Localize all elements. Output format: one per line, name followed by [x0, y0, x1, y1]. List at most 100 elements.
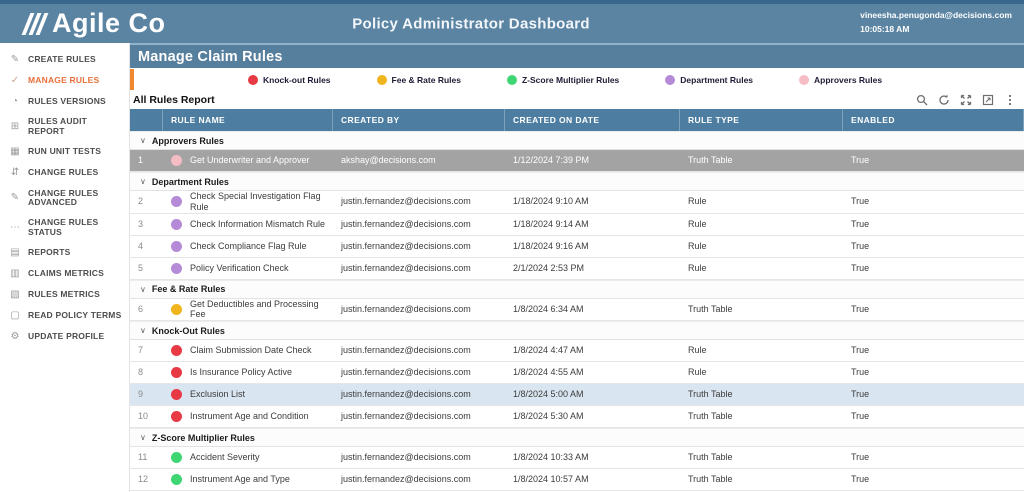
- column-header-created-on[interactable]: CREATED ON DATE: [505, 109, 680, 131]
- table-row[interactable]: 4 Check Compliance Flag Rule justin.fern…: [130, 235, 1024, 258]
- rule-name: Is Insurance Policy Active: [190, 367, 293, 378]
- sidebar-item-rules-audit-report[interactable]: ⊞ RULES AUDIT REPORT: [0, 112, 129, 142]
- page-title-bar: Manage Claim Rules: [130, 43, 1024, 68]
- created-on-date: 1/8/2024 5:00 AM: [513, 389, 584, 400]
- rule-category-dot-icon: [171, 411, 182, 423]
- table-row[interactable]: 7 Claim Submission Date Check justin.fer…: [130, 340, 1024, 363]
- refresh-icon[interactable]: [937, 94, 950, 107]
- created-on-date: 1/8/2024 10:33 AM: [513, 452, 589, 463]
- table-row[interactable]: 3 Check Information Mismatch Rule justin…: [130, 213, 1024, 236]
- rule-type: Truth Table: [688, 474, 733, 485]
- table-row[interactable]: 11 Accident Severity justin.fernandez@de…: [130, 447, 1024, 470]
- sidebar-item-label: RUN UNIT TESTS: [28, 146, 102, 157]
- enabled-value: True: [851, 155, 870, 166]
- legend-item[interactable]: Z-Score Multiplier Rules: [506, 74, 619, 85]
- rule-category-dot-icon: [171, 303, 182, 315]
- user-info: vineesha.penugonda@decisions.com 10:05:1…: [860, 10, 1012, 34]
- row-index: 5: [138, 262, 144, 273]
- rule-name: Check Compliance Flag Rule: [190, 240, 307, 251]
- sidebar-nav: ✎ CREATE RULES ✓ MANAGE RULES ◔ RULES VE…: [0, 43, 130, 492]
- sidebar-item-manage-rules[interactable]: ✓ MANAGE RULES: [0, 70, 129, 91]
- created-by: justin.fernandez@decisions.com: [341, 218, 471, 229]
- rule-name: Check Information Mismatch Rule: [190, 218, 326, 229]
- group-name: Department Rules: [151, 176, 229, 187]
- more-menu-icon[interactable]: [1003, 94, 1016, 107]
- created-on-date: 1/18/2024 9:14 AM: [513, 218, 589, 229]
- sidebar-item-change-rules-advanced[interactable]: ✎ CHANGE RULES ADVANCED: [0, 184, 129, 214]
- table-row[interactable]: 1 Get Underwriter and Approver akshay@de…: [130, 150, 1024, 172]
- column-header-rule-type[interactable]: RULE TYPE: [680, 109, 843, 131]
- row-index: 6: [138, 303, 144, 314]
- sidebar-item-update-profile[interactable]: ⚙ UPDATE PROFILE: [0, 327, 129, 348]
- created-on-date: 2/1/2024 2:53 PM: [513, 262, 585, 273]
- chevron-down-icon: ∨: [140, 433, 146, 443]
- column-header-created-by[interactable]: CREATED BY: [333, 109, 505, 131]
- sidebar-item-create-rules[interactable]: ✎ CREATE RULES: [0, 49, 129, 70]
- created-by: justin.fernandez@decisions.com: [341, 474, 471, 485]
- legend-label: Knock-out Rules: [263, 74, 331, 85]
- rule-type: Truth Table: [688, 452, 733, 463]
- export-icon[interactable]: [981, 94, 994, 107]
- legend-item[interactable]: Knock-out Rules: [248, 74, 331, 85]
- column-header-rule-name[interactable]: RULE NAME: [163, 109, 333, 131]
- legend-item[interactable]: Fee & Rate Rules: [376, 74, 461, 85]
- sidebar-item-claims-metrics[interactable]: ▥ CLAIMS METRICS: [0, 264, 129, 285]
- rule-name: Exclusion List: [190, 389, 246, 400]
- legend-label: Department Rules: [680, 74, 754, 85]
- rule-category-dot-icon: [171, 262, 182, 274]
- rule-name: Instrument Age and Type: [190, 474, 290, 485]
- legend-dot-icon: [665, 74, 676, 85]
- sidebar-item-change-rules-status[interactable]: ⋯ CHANGE RULES STATUS: [0, 213, 129, 243]
- table-row[interactable]: 6 Get Deductibles and Processing Fee jus…: [130, 298, 1024, 322]
- created-by: justin.fernandez@decisions.com: [341, 262, 471, 273]
- table-row[interactable]: 9 Exclusion List justin.fernandez@decisi…: [130, 384, 1024, 407]
- group-header-row[interactable]: ∨ Z-Score Multiplier Rules: [130, 428, 1024, 448]
- search-icon[interactable]: [915, 94, 928, 107]
- created-by: justin.fernandez@decisions.com: [341, 367, 471, 378]
- legend-label: Approvers Rules: [814, 74, 883, 85]
- created-by: justin.fernandez@decisions.com: [341, 303, 471, 314]
- sidebar-item-rules-metrics[interactable]: ▧ RULES METRICS: [0, 285, 129, 306]
- sidebar-item-rules-versions[interactable]: ◔ RULES VERSIONS: [0, 91, 129, 112]
- table-row[interactable]: 2 Check Special Investigation Flag Rule …: [130, 191, 1024, 214]
- group-header-row[interactable]: ∨ Fee & Rate Rules: [130, 279, 1024, 299]
- legend-dot-icon: [376, 74, 387, 85]
- row-index: 7: [138, 345, 144, 356]
- table-row[interactable]: 5 Policy Verification Check justin.ferna…: [130, 257, 1024, 280]
- created-by: akshay@decisions.com: [341, 155, 436, 166]
- sidebar-item-reports[interactable]: ▤ REPORTS: [0, 243, 129, 264]
- column-header-index[interactable]: [130, 109, 163, 131]
- sidebar-item-read-policy-terms[interactable]: ▢ READ POLICY TERMS: [0, 306, 129, 327]
- table-row[interactable]: 12 Instrument Age and Type justin.fernan…: [130, 469, 1024, 492]
- rule-name: Get Deductibles and Processing Fee: [190, 298, 319, 320]
- enabled-value: True: [851, 196, 870, 207]
- rule-type: Rule: [688, 262, 707, 273]
- rule-type: Rule: [688, 218, 707, 229]
- pencil-icon: ✎: [10, 53, 20, 65]
- legend-item[interactable]: Approvers Rules: [799, 74, 883, 85]
- column-header-enabled[interactable]: ENABLED: [843, 109, 1024, 131]
- sidebar-item-label: CLAIMS METRICS: [28, 268, 104, 279]
- report-bar: All Rules Report: [130, 91, 1024, 109]
- enabled-value: True: [851, 218, 870, 229]
- chevron-down-icon: ∨: [140, 177, 146, 186]
- expand-icon[interactable]: [959, 94, 972, 107]
- legend-item[interactable]: Department Rules: [665, 74, 754, 85]
- logo-slashes-icon: [21, 12, 49, 35]
- rule-category-dot-icon: [171, 452, 182, 464]
- group-header-row[interactable]: ∨ Knock-Out Rules: [130, 321, 1024, 341]
- table-row[interactable]: 10 Instrument Age and Condition justin.f…: [130, 406, 1024, 429]
- created-on-date: 1/18/2024 9:16 AM: [513, 240, 589, 251]
- group-header-row[interactable]: ∨ Department Rules: [130, 172, 1024, 191]
- row-index: 12: [138, 474, 149, 485]
- dashboard-title: Policy Administrator Dashboard: [352, 15, 590, 32]
- group-header-row[interactable]: ∨ Approvers Rules: [130, 131, 1024, 150]
- sidebar-item-run-unit-tests[interactable]: ▦ RUN UNIT TESTS: [0, 142, 129, 163]
- audit-report-icon: ⊞: [10, 120, 20, 132]
- rule-name: Get Underwriter and Approver: [190, 155, 310, 166]
- sidebar-item-label: RULES METRICS: [28, 289, 101, 300]
- report-title: All Rules Report: [133, 94, 215, 106]
- sidebar-item-change-rules[interactable]: ⇵ CHANGE RULES: [0, 163, 129, 184]
- row-index: 10: [138, 411, 149, 422]
- table-row[interactable]: 8 Is Insurance Policy Active justin.fern…: [130, 362, 1024, 385]
